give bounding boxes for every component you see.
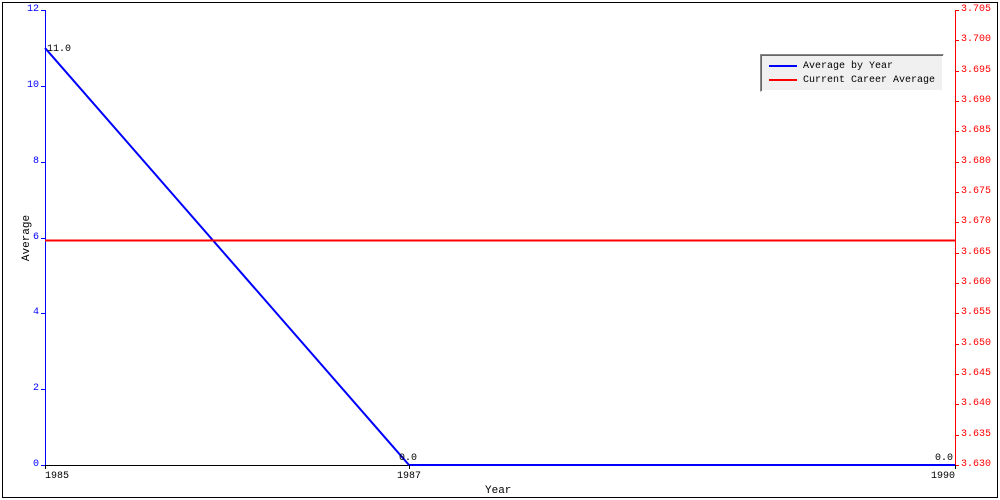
y-right-tick-label: 3.700 <box>961 34 991 45</box>
y-left-tick <box>41 238 45 239</box>
y-right-tick <box>955 101 959 102</box>
y-left-tick <box>41 389 45 390</box>
series-line <box>45 48 955 465</box>
y-left-tick <box>41 86 45 87</box>
y-right-tick <box>955 162 959 163</box>
y-right-tick-label: 3.640 <box>961 398 991 409</box>
legend-item: Current Career Average <box>769 73 935 87</box>
y-right-tick-label: 3.695 <box>961 65 991 76</box>
y-left-tick-label: 0 <box>15 459 39 470</box>
legend-item: Average by Year <box>769 59 935 73</box>
y-right-tick <box>955 344 959 345</box>
legend-swatch <box>769 79 797 81</box>
legend-swatch <box>769 65 797 67</box>
legend: Average by Year Current Career Average <box>760 54 944 92</box>
y-right-tick <box>955 404 959 405</box>
y-right-tick <box>955 222 959 223</box>
y-right-tick-label: 3.635 <box>961 429 991 440</box>
x-tick <box>409 465 410 469</box>
y-right-tick-label: 3.665 <box>961 247 991 258</box>
y-right-tick-label: 3.675 <box>961 186 991 197</box>
x-tick-label: 1985 <box>45 471 75 482</box>
y-left-tick-label: 6 <box>15 232 39 243</box>
y-left-tick <box>41 313 45 314</box>
y-left-tick <box>41 162 45 163</box>
y-right-tick-label: 3.705 <box>961 4 991 15</box>
y-right-tick-label: 3.630 <box>961 459 991 470</box>
y-left-tick-label: 12 <box>15 4 39 15</box>
y-right-tick-label: 3.655 <box>961 307 991 318</box>
y-right-tick-label: 3.660 <box>961 277 991 288</box>
y-right-tick <box>955 253 959 254</box>
y-right-tick <box>955 131 959 132</box>
y-right-tick <box>955 374 959 375</box>
y-right-tick-label: 3.685 <box>961 125 991 136</box>
y-left-tick-label: 2 <box>15 383 39 394</box>
y-right-tick-label: 3.690 <box>961 95 991 106</box>
y-right-tick-label: 3.650 <box>961 338 991 349</box>
y-right-tick <box>955 283 959 284</box>
y-left-tick-label: 8 <box>15 156 39 167</box>
y-right-tick <box>955 313 959 314</box>
data-point-label: 11.0 <box>47 44 71 55</box>
legend-label: Current Career Average <box>803 75 935 86</box>
x-axis-title: Year <box>485 485 511 497</box>
data-point-label: 0.0 <box>399 453 417 464</box>
y-right-tick-label: 3.670 <box>961 216 991 227</box>
data-point-label: 0.0 <box>935 453 953 464</box>
chart-container: Average by Year Current Career Average Av… <box>0 0 1000 500</box>
x-tick <box>45 465 46 469</box>
x-tick <box>955 465 956 469</box>
x-tick-label: 1990 <box>925 471 955 482</box>
y-right-tick <box>955 435 959 436</box>
y-right-tick <box>955 40 959 41</box>
legend-label: Average by Year <box>803 61 893 72</box>
y-right-tick <box>955 10 959 11</box>
x-tick-label: 1987 <box>394 471 424 482</box>
y-right-tick <box>955 192 959 193</box>
y-left-tick-label: 10 <box>15 80 39 91</box>
y-left-tick <box>41 10 45 11</box>
y-left-tick-label: 4 <box>15 307 39 318</box>
y-right-tick-label: 3.680 <box>961 156 991 167</box>
y-right-tick <box>955 71 959 72</box>
y-right-tick-label: 3.645 <box>961 368 991 379</box>
